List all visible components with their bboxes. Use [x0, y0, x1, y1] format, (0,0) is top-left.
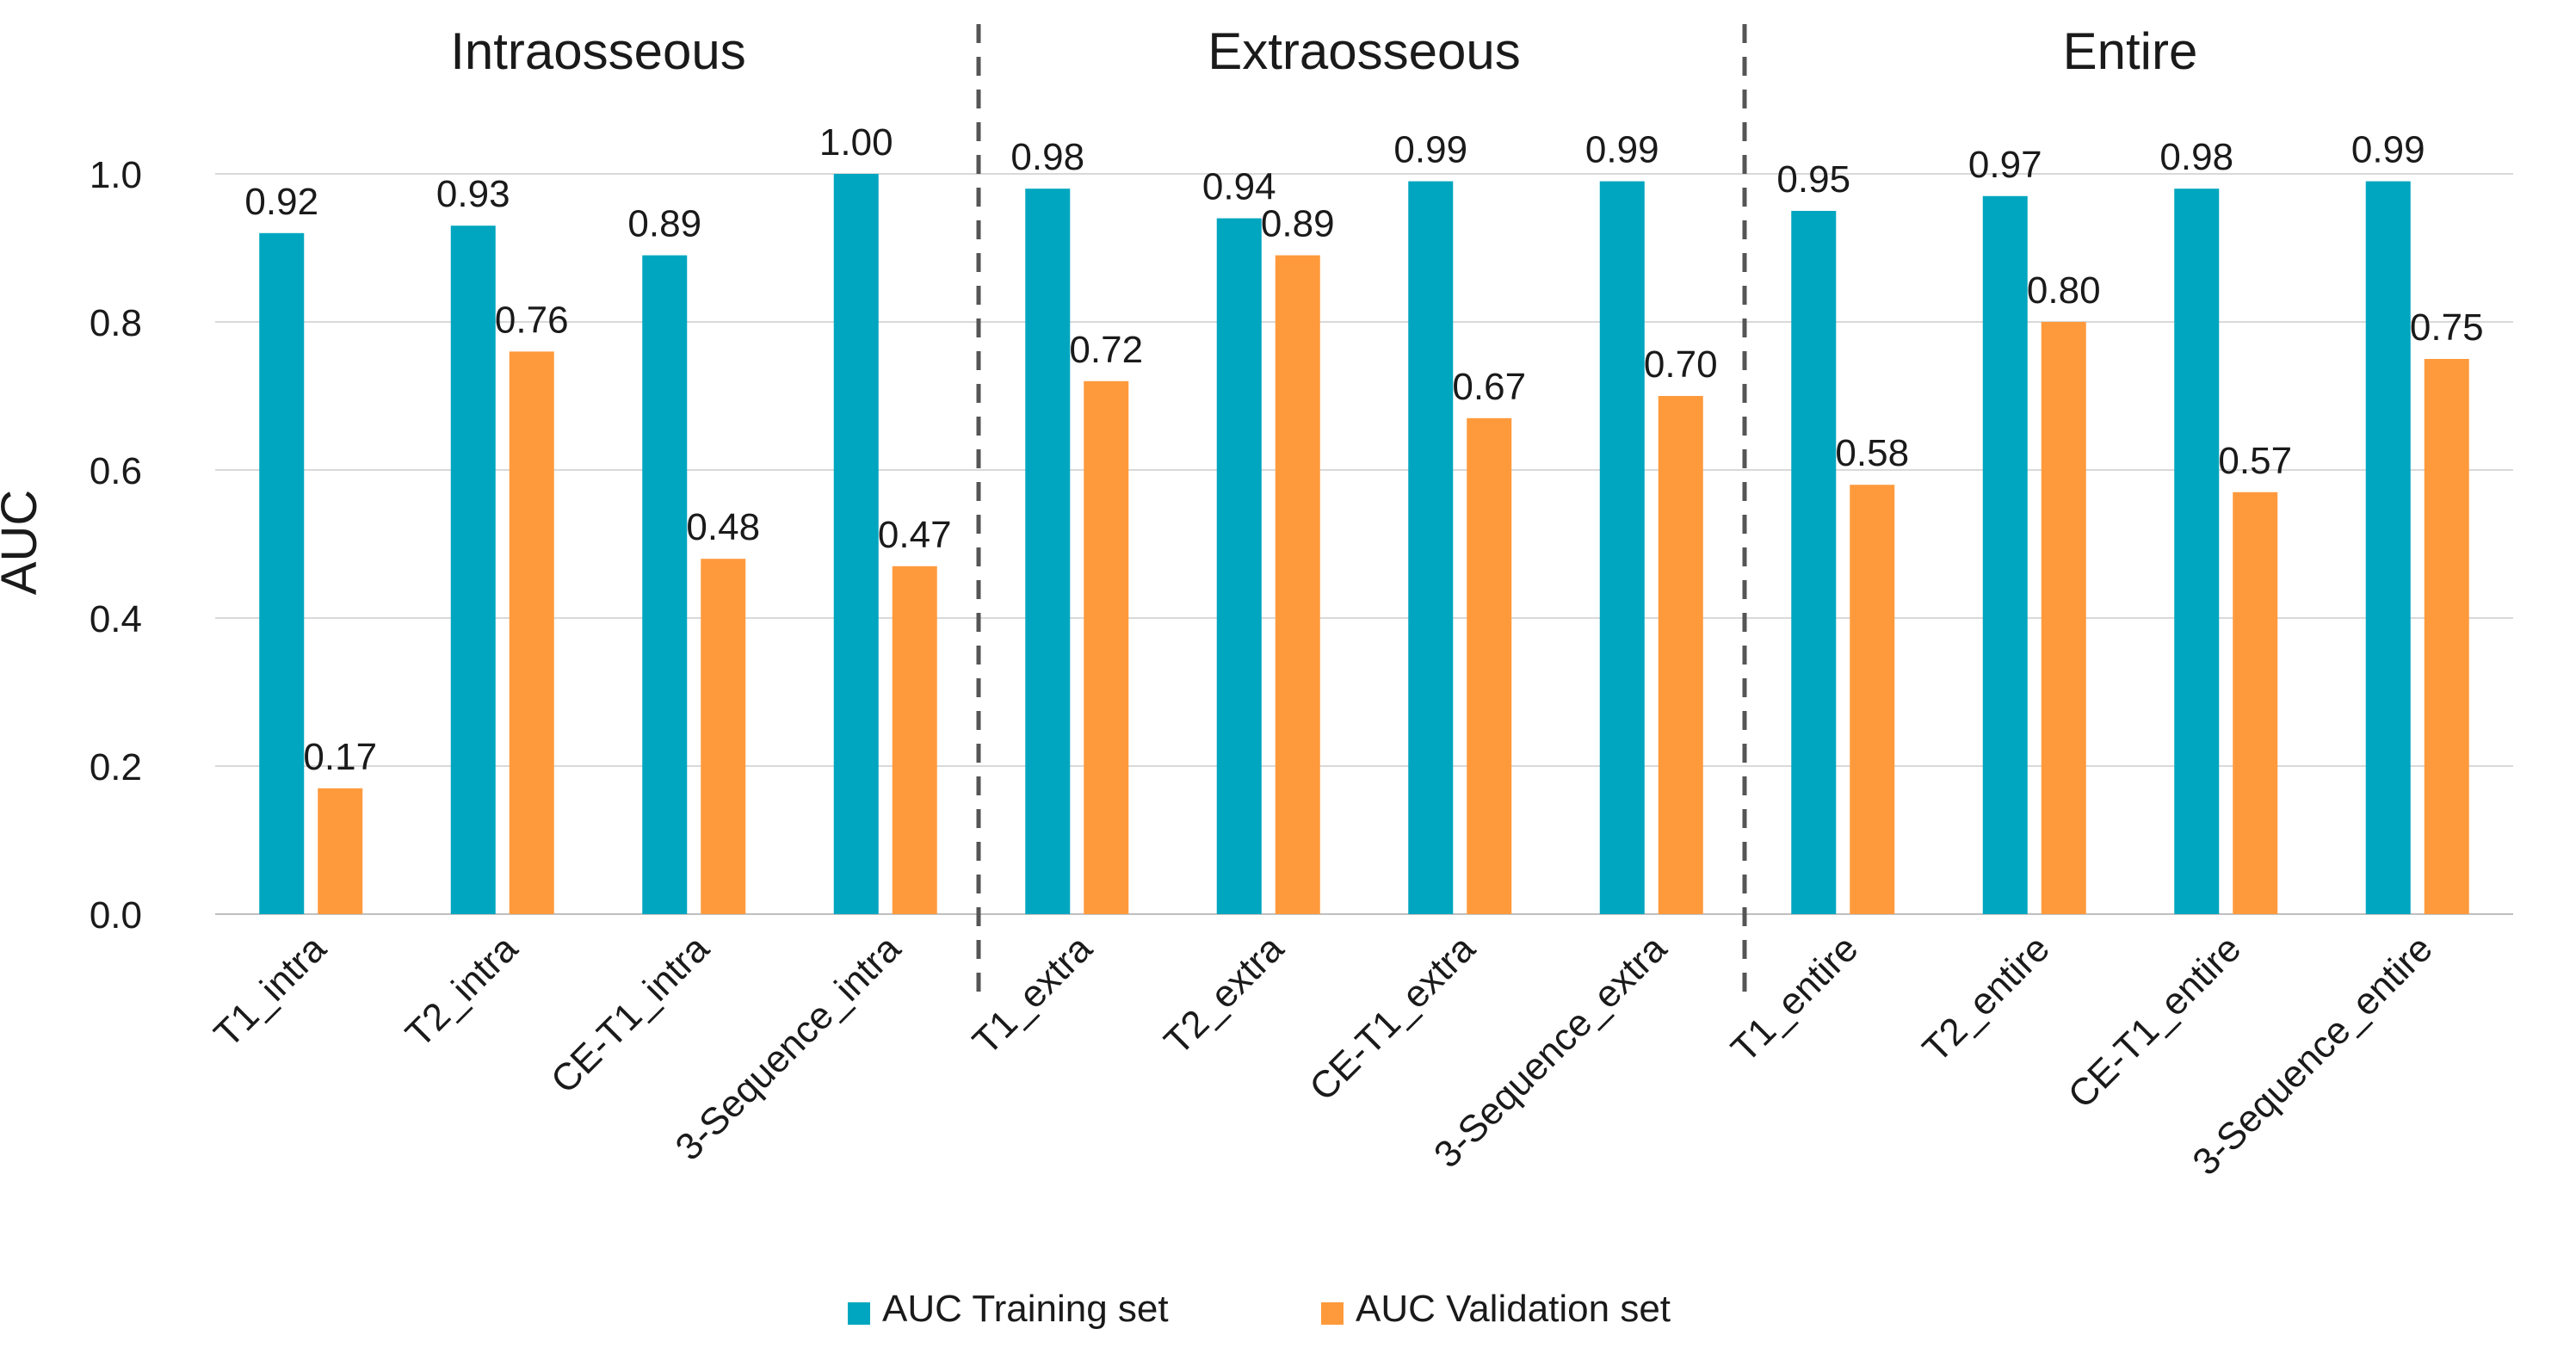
validation-bar: [892, 566, 937, 914]
y-tick-label: 0.2: [90, 746, 142, 788]
x-tick-label: T2_extra: [1156, 927, 1292, 1063]
training-bar: [2365, 181, 2411, 915]
bar-value-label: 0.93: [436, 173, 510, 215]
bar-value-label: 0.95: [1776, 158, 1850, 201]
validation-bar: [701, 559, 746, 914]
validation-bar: [2233, 491, 2278, 914]
training-bar: [1599, 181, 1645, 915]
bar-value-label: 0.94: [1202, 166, 1276, 208]
x-tick-label: T2_entire: [1915, 927, 2058, 1070]
training-bar: [1791, 211, 1837, 914]
training-bar: [1216, 218, 1262, 915]
bar-value-label: 0.98: [1010, 136, 1084, 178]
bar-value-label: 0.58: [1835, 432, 1909, 474]
training-bar: [2174, 189, 2220, 914]
bar-value-label: 0.89: [1261, 203, 1335, 245]
x-tick-label: T1_intra: [207, 927, 335, 1055]
validation-bar: [1467, 417, 1512, 914]
group-title: Intraosseous: [450, 22, 746, 80]
y-tick-label: 0.6: [90, 450, 142, 492]
bar-value-label: 0.80: [2027, 269, 2101, 312]
bar-value-label: 0.99: [2351, 129, 2425, 171]
gridlines: [215, 173, 2513, 915]
training-bar: [450, 226, 496, 914]
bar-value-label: 0.57: [2218, 440, 2292, 482]
training-bar: [259, 232, 305, 914]
bar-value-label: 0.67: [1452, 366, 1526, 408]
x-tick-label: CE-T1_intra: [543, 927, 718, 1102]
x-tick-label: CE-T1_extra: [1301, 927, 1483, 1109]
legend-swatch-validation: [1321, 1302, 1344, 1325]
bars: [259, 174, 2469, 915]
bar-value-label: 0.75: [2410, 306, 2484, 349]
y-tick-label: 0.4: [90, 598, 142, 640]
group-title: Extraosseous: [1208, 22, 1521, 80]
group-titles: Intraosseous Extraosseous Entire: [450, 22, 2197, 80]
y-tick-label: 0.0: [90, 894, 142, 937]
validation-bar: [1658, 396, 1703, 914]
bar-value-label: 0.97: [1968, 144, 2042, 186]
legend-swatch-training: [848, 1302, 870, 1325]
validation-bar: [1850, 485, 1895, 914]
legend: AUC Training set AUC Validation set: [848, 1288, 1671, 1330]
validation-bar: [2041, 322, 2086, 914]
data-labels: 0.92 0.17 0.93 0.76 0.89 0.48 1.00 0.47 0.98 0.72…: [244, 121, 2483, 778]
bar-value-label: 0.99: [1585, 129, 1659, 171]
training-bar: [642, 255, 688, 915]
bar-value-label: 0.89: [627, 203, 701, 245]
bar-value-label: 0.92: [244, 181, 318, 223]
bar-value-label: 0.72: [1069, 329, 1143, 371]
training-bar: [1025, 189, 1071, 914]
validation-bar: [1275, 255, 1320, 915]
validation-bar: [509, 351, 554, 914]
legend-label: AUC Validation set: [1356, 1288, 1671, 1330]
y-tick-label: 0.8: [90, 302, 142, 344]
bar-value-label: 0.76: [495, 299, 569, 341]
bar-value-label: 0.47: [878, 514, 952, 556]
y-tick-label: 1.0: [90, 154, 142, 196]
bar-value-label: 0.70: [1644, 343, 1718, 386]
bar-value-label: 0.98: [2159, 136, 2233, 178]
group-title: Entire: [2063, 22, 2198, 80]
bar-value-label: 1.00: [819, 121, 893, 164]
training-bar: [833, 174, 879, 914]
validation-bar: [2424, 359, 2469, 914]
bar-value-label: 0.17: [303, 736, 377, 778]
y-axis-label: AUC: [0, 490, 47, 595]
validation-bar: [318, 788, 363, 914]
bar-value-label: 0.99: [1393, 129, 1467, 171]
training-bar: [1408, 181, 1454, 915]
training-bar: [1982, 195, 2028, 915]
x-tick-label: T2_intra: [398, 927, 526, 1055]
legend-label: AUC Training set: [882, 1288, 1169, 1330]
validation-bar: [1084, 380, 1129, 914]
x-tick-label: CE-T1_entire: [2060, 927, 2250, 1116]
bar-value-label: 0.48: [686, 506, 760, 548]
x-tick-label: T1_extra: [965, 927, 1101, 1063]
